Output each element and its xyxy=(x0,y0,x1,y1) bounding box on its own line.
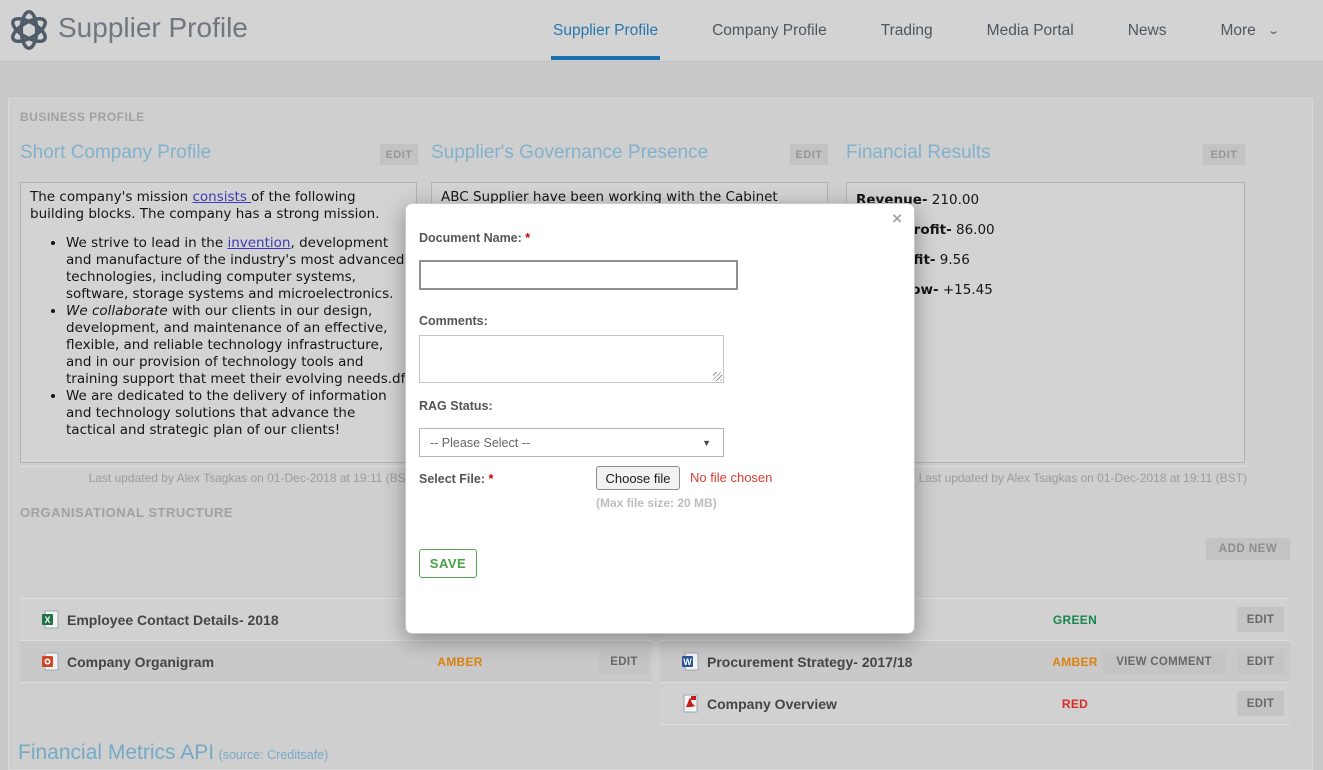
required-asterisk: * xyxy=(488,472,494,486)
organisational-structure-label: ORGANISATIONAL STRUCTURE xyxy=(20,505,234,520)
main-nav: Supplier Profile Company Profile Trading… xyxy=(551,0,1280,61)
close-icon[interactable]: × xyxy=(892,209,902,228)
rag-status-label: RAG Status: xyxy=(419,399,493,413)
max-file-size-hint: (Max file size: 20 MB) xyxy=(596,496,717,510)
edit-document-button[interactable]: EDIT xyxy=(1237,649,1284,674)
select-file-label: Select File: * xyxy=(419,472,494,486)
document-name-label: Document Name: * xyxy=(419,231,531,245)
rag-status-text: AMBER xyxy=(1052,654,1098,669)
view-comment-button[interactable]: VIEW COMMENT xyxy=(1103,649,1225,674)
governance-presence-title: Supplier's Governance Presence xyxy=(431,142,709,163)
financial-metrics-heading: Financial Metrics API (source: Creditsaf… xyxy=(18,741,328,765)
nav-tab-more[interactable]: More ⌄ xyxy=(1220,21,1280,39)
document-table-right: GREEN EDIT W Procurement Strategy- 2017/… xyxy=(660,598,1290,725)
excel-file-icon: X xyxy=(42,610,59,629)
document-name-input[interactable] xyxy=(419,260,738,290)
financial-metrics-source: (source: Creditsafe) xyxy=(218,748,329,762)
atom-logo-icon xyxy=(11,10,47,50)
edit-document-button[interactable]: EDIT xyxy=(1237,691,1284,716)
comments-textarea[interactable] xyxy=(419,335,724,383)
company-mission-paragraph: The company's mission consists of the fo… xyxy=(30,189,380,222)
nav-tab-supplier-profile[interactable]: Supplier Profile xyxy=(551,0,661,61)
add-new-button[interactable]: ADD NEW xyxy=(1206,538,1290,560)
pdf-file-icon xyxy=(683,694,698,713)
save-button[interactable]: SAVE xyxy=(419,549,477,578)
bullet-item: We are dedicated to the delivery of info… xyxy=(66,388,407,439)
rag-status-select[interactable]: -- Please Select -- ▼ xyxy=(419,428,724,457)
bullet-item: We collaborate with our clients in our d… xyxy=(66,303,407,388)
divider xyxy=(20,466,417,467)
table-row: W Procurement Strategy- 2017/18 AMBER VI… xyxy=(660,641,1290,683)
financial-results-title: Financial Results xyxy=(846,142,991,163)
edit-governance-button[interactable]: EDIT xyxy=(790,144,828,165)
short-company-profile-title: Short Company Profile xyxy=(20,142,212,163)
word-file-icon: W xyxy=(682,652,699,671)
edit-document-button[interactable]: EDIT xyxy=(1237,607,1284,632)
last-updated-caption: Last updated by Alex Tsagkas on 01-Dec-2… xyxy=(918,471,1247,485)
table-row: Company Organigram AMBER EDIT xyxy=(20,641,652,683)
financial-metrics-title: Financial Metrics API xyxy=(18,741,215,764)
required-asterisk: * xyxy=(525,231,531,245)
powerpoint-file-icon xyxy=(42,652,59,671)
mission-bullet-list: We strive to lead in the invention, deve… xyxy=(30,235,407,439)
comments-label: Comments: xyxy=(419,314,488,328)
page-title: Supplier Profile xyxy=(58,12,248,43)
chevron-down-icon: ⌄ xyxy=(1266,25,1280,37)
svg-text:W: W xyxy=(683,657,692,667)
active-tab-underline xyxy=(551,56,661,60)
app-header: Supplier Profile Supplier Profile Compan… xyxy=(0,0,1323,62)
svg-text:X: X xyxy=(44,615,50,625)
selected-option: -- Please Select -- xyxy=(430,435,531,450)
document-name[interactable]: Company Organigram xyxy=(67,653,215,670)
company-profile-textbox: The company's mission consists of the fo… xyxy=(20,182,417,463)
document-name[interactable]: Company Overview xyxy=(707,695,837,712)
nav-tab-media-portal[interactable]: Media Portal xyxy=(986,21,1074,39)
last-updated-caption: Last updated by Alex Tsagkas on 01-Dec-2… xyxy=(88,471,417,485)
rag-status-text: RED xyxy=(1061,696,1089,711)
edit-company-profile-button[interactable]: EDIT xyxy=(380,144,418,165)
consists-link[interactable]: consists xyxy=(192,189,252,205)
dropdown-arrow-icon: ▼ xyxy=(702,437,711,448)
nav-tab-trading[interactable]: Trading xyxy=(880,21,933,39)
no-file-chosen-text: No file chosen xyxy=(690,470,773,485)
business-profile-label: BUSINESS PROFILE xyxy=(20,110,145,124)
edit-financials-button[interactable]: EDIT xyxy=(1203,144,1245,165)
edit-document-button[interactable]: EDIT xyxy=(599,649,649,674)
invention-link[interactable]: invention xyxy=(227,235,291,251)
table-row: Company Overview RED EDIT xyxy=(660,683,1290,725)
nav-tab-news[interactable]: News xyxy=(1127,21,1167,39)
bullet-item: We strive to lead in the invention, deve… xyxy=(66,235,407,303)
upload-document-modal: × Document Name: * Comments: RAG Status:… xyxy=(405,203,915,634)
nav-tab-company-profile[interactable]: Company Profile xyxy=(712,21,827,39)
rag-status-text: AMBER xyxy=(437,654,483,669)
document-name[interactable]: Employee Contact Details- 2018 xyxy=(67,611,279,628)
document-name[interactable]: Procurement Strategy- 2017/18 xyxy=(707,653,913,670)
rag-status-text: GREEN xyxy=(1052,612,1098,627)
divider xyxy=(846,466,1247,467)
choose-file-button[interactable]: Choose file xyxy=(596,466,680,490)
